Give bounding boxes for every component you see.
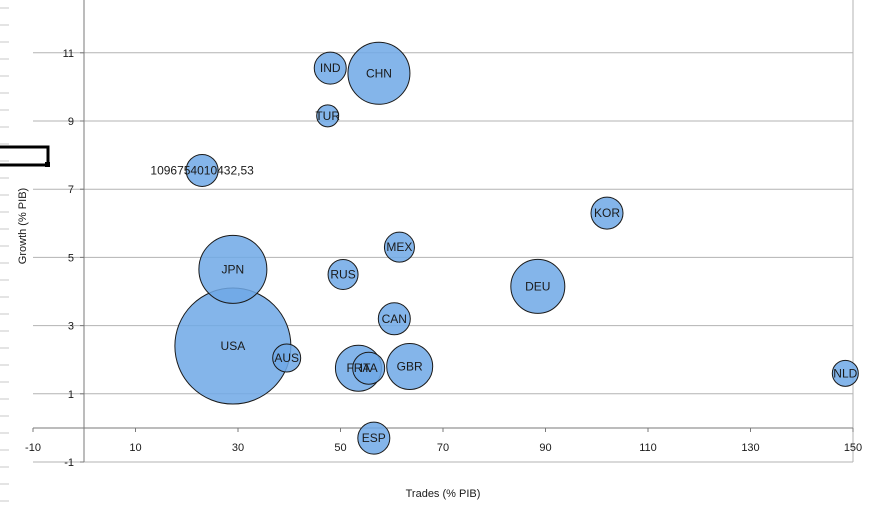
bubble-mex[interactable] bbox=[383, 231, 415, 263]
bubbles[interactable] bbox=[174, 41, 859, 455]
bubble-deu[interactable] bbox=[510, 258, 566, 314]
bubble-kor[interactable] bbox=[590, 196, 624, 230]
bubble-chn[interactable] bbox=[347, 41, 411, 105]
x-tick-label: 50 bbox=[334, 442, 346, 454]
selection-resize-handle[interactable] bbox=[45, 162, 50, 167]
bubble-label: ESP bbox=[362, 431, 386, 445]
tick-labels: -10 10 30 50 70 90 110 130 150 -1 1 3 5 7 9 11 bbox=[25, 48, 862, 469]
bubble-label: CAN bbox=[382, 312, 407, 326]
bubble-aus[interactable] bbox=[272, 343, 302, 373]
gridlines bbox=[33, 0, 854, 463]
axes bbox=[33, 0, 853, 462]
y-tick-label: 1 bbox=[68, 389, 74, 401]
bubble-label: MEX bbox=[386, 240, 412, 254]
x-tick-label: 110 bbox=[639, 442, 657, 454]
bubble-label: TUR bbox=[315, 109, 340, 123]
x-tick-label: -10 bbox=[25, 442, 41, 454]
bubble-gbr[interactable] bbox=[386, 343, 434, 391]
bubble-label: GBR bbox=[397, 360, 423, 374]
bubble-label: JPN bbox=[222, 262, 245, 276]
y-tick-label: 5 bbox=[68, 252, 74, 264]
bubble-label: KOR bbox=[594, 206, 620, 220]
bubble-label: 1096754010432,53 bbox=[150, 163, 254, 177]
x-tick-label: 70 bbox=[437, 442, 449, 454]
bubble-jpn[interactable] bbox=[198, 234, 268, 304]
bubble-label: IND bbox=[320, 61, 341, 75]
bubble-label: FRA bbox=[346, 361, 370, 375]
x-tick-label: 10 bbox=[129, 442, 141, 454]
y-tick-label: 9 bbox=[68, 116, 74, 128]
bubble-label: USA bbox=[221, 339, 246, 353]
spreadsheet-row-markers bbox=[0, 7, 9, 502]
bubble-nld[interactable] bbox=[831, 359, 859, 387]
bubble-label: CHN bbox=[366, 66, 392, 80]
bubble-label: RUS bbox=[330, 267, 355, 281]
y-axis-title: Growth (% PIB) bbox=[17, 188, 29, 264]
y-tick-label: -1 bbox=[64, 457, 74, 469]
bubble-ita[interactable] bbox=[352, 351, 386, 385]
bubble-label: ITA bbox=[360, 361, 378, 375]
bubble-can[interactable] bbox=[377, 302, 411, 336]
x-tick-label: 130 bbox=[741, 442, 759, 454]
y-tick-label: 11 bbox=[63, 48, 74, 60]
bubble-label: DEU bbox=[525, 279, 550, 293]
x-tick-label: 90 bbox=[539, 442, 551, 454]
bubble-label: NLD bbox=[833, 366, 857, 380]
y-tick-label: 7 bbox=[68, 184, 74, 196]
x-axis-title: Trades (% PIB) bbox=[406, 488, 481, 500]
bubble-label: AUS bbox=[274, 351, 299, 365]
bubble-tur[interactable] bbox=[316, 104, 340, 128]
selection-handle[interactable] bbox=[0, 145, 50, 167]
x-tick-label: 150 bbox=[844, 442, 862, 454]
x-tick-label: 30 bbox=[232, 442, 244, 454]
bubble-esp[interactable] bbox=[357, 421, 391, 455]
bubble-ind[interactable] bbox=[313, 51, 347, 85]
bubble-10967540104-32-53[interactable] bbox=[185, 153, 219, 187]
y-tick-label: 3 bbox=[68, 321, 74, 333]
bubble-rus[interactable] bbox=[327, 258, 359, 290]
